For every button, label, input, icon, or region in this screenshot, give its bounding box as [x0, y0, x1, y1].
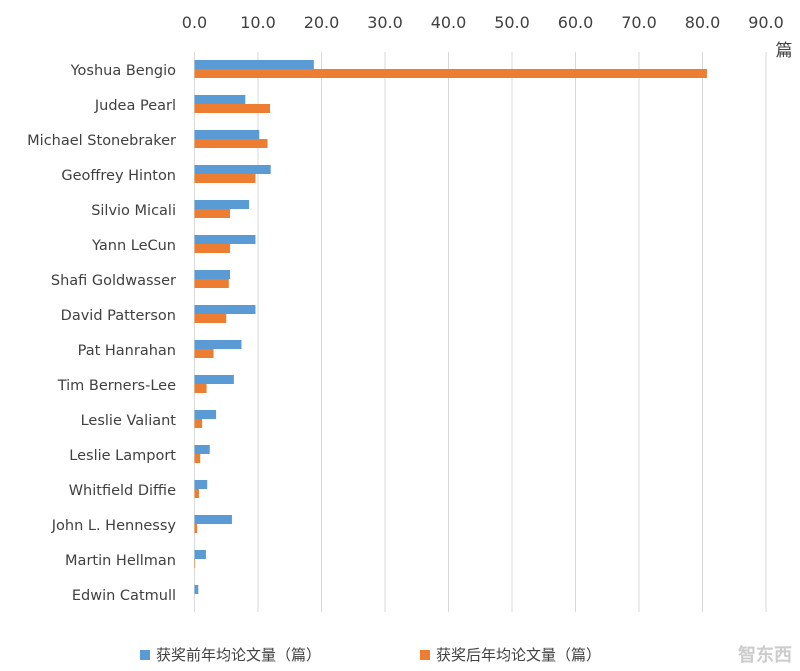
x-tick-label: 40.0 [431, 13, 467, 32]
category-label: Geoffrey Hinton [61, 168, 176, 184]
bar-after [194, 209, 231, 218]
bar-after [194, 524, 198, 533]
bar-before [194, 410, 217, 419]
category-label: Tim Berners-Lee [57, 378, 176, 394]
category-label: Yann LeCun [91, 238, 176, 254]
category-label: Pat Hanrahan [78, 343, 176, 359]
legend-label: 获奖后年均论文量（篇） [436, 646, 602, 664]
category-label: John L. Hennessy [51, 518, 177, 534]
legend-label: 获奖前年均论文量（篇） [156, 646, 322, 664]
x-tick-label: 90.0 [748, 13, 784, 32]
category-label: Yoshua Bengio [70, 63, 177, 79]
bar-before [194, 130, 260, 139]
legend-swatch [420, 649, 430, 660]
bar-chart: 0.0 10.0 20.0 30.0 40.0 50.0 60.0 70.0 80.0 90.0 篇… [27, 13, 793, 612]
legend-swatch [140, 649, 150, 660]
x-tick-label: 0.0 [182, 13, 207, 32]
bar-after [194, 349, 214, 358]
legend-item-after: 获奖后年均论文量（篇） [420, 644, 601, 665]
bar-after [194, 139, 268, 148]
category-label: Whitfield Diffie [69, 483, 176, 499]
bar-before [194, 60, 314, 69]
x-tick-label: 80.0 [685, 13, 721, 32]
bar-after [194, 279, 229, 288]
watermark-logo: 智东西 [738, 645, 792, 666]
bar-after [194, 454, 201, 463]
x-tick-label: 50.0 [494, 13, 530, 32]
bar-before [194, 200, 250, 209]
x-tick-label: 60.0 [558, 13, 594, 32]
x-tick-label: 20.0 [304, 13, 340, 32]
bar-after [194, 174, 256, 183]
category-label: Edwin Catmull [72, 588, 176, 604]
bar-before [194, 480, 208, 489]
bar-after [194, 104, 271, 113]
bar-after [194, 314, 227, 323]
bar-before [194, 340, 242, 349]
bar-after [194, 489, 199, 498]
bar-before [194, 515, 232, 524]
bar-after [194, 559, 196, 568]
bar-before [194, 445, 210, 454]
bar-before [194, 95, 246, 104]
category-label: Leslie Lamport [69, 448, 176, 464]
bar-before [194, 270, 231, 279]
bar-after [194, 69, 707, 78]
x-axis-unit-label: 篇 [776, 41, 793, 61]
bar-before [194, 550, 206, 559]
bar-before [194, 305, 256, 314]
x-tick-label: 70.0 [621, 13, 657, 32]
category-label: David Patterson [61, 308, 176, 324]
bar-after [194, 419, 203, 428]
category-label: Martin Hellman [65, 553, 176, 569]
bar-before [194, 375, 234, 384]
category-label: Judea Pearl [94, 98, 176, 114]
x-tick-label: 30.0 [367, 13, 403, 32]
bar-before [194, 585, 199, 594]
category-label: Michael Stonebraker [27, 133, 176, 149]
bar-before [194, 235, 256, 244]
x-tick-label: 10.0 [240, 13, 276, 32]
category-label: Shafi Goldwasser [51, 273, 176, 289]
category-label: Leslie Valiant [81, 413, 177, 429]
bar-after [194, 244, 231, 253]
bar-after [194, 384, 207, 393]
legend-item-before: 获奖前年均论文量（篇） [140, 644, 321, 665]
category-label: Silvio Micali [91, 203, 176, 219]
bar-before [194, 165, 271, 174]
